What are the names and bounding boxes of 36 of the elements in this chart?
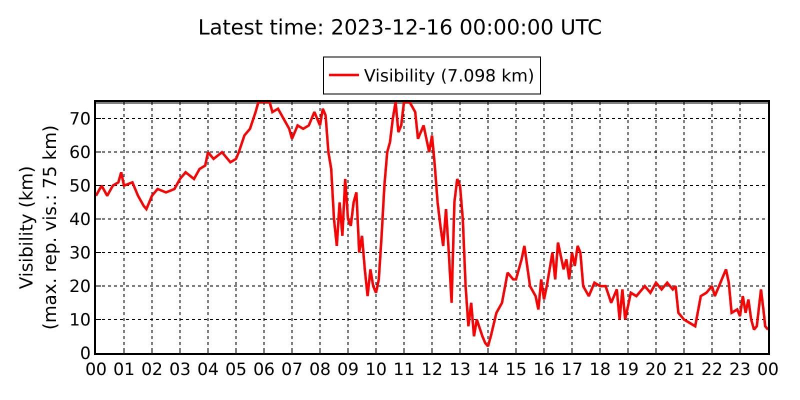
x-tick-label: 09 bbox=[337, 360, 359, 380]
x-tick-label: 03 bbox=[169, 360, 191, 380]
x-tick-label: 00 bbox=[85, 360, 107, 380]
y-tick-label: 10 bbox=[69, 310, 91, 330]
y-tick-label: 60 bbox=[69, 143, 91, 164]
x-tick-label: 19 bbox=[617, 360, 639, 380]
x-tick-label: 21 bbox=[673, 360, 695, 380]
x-tick-label: 07 bbox=[281, 360, 303, 380]
x-tick-label: 04 bbox=[197, 360, 219, 380]
x-tick-label: 05 bbox=[225, 360, 247, 380]
legend-label: Visibility (7.098 km) bbox=[364, 66, 534, 87]
x-tick-label: 02 bbox=[141, 360, 163, 380]
x-tick-label: 12 bbox=[421, 360, 443, 380]
x-tick-label: 17 bbox=[561, 360, 583, 380]
x-tick-label: 23 bbox=[729, 360, 751, 380]
chart-title: Latest time: 2023-12-16 00:00:00 UTC bbox=[198, 16, 602, 40]
y-tick-label: 40 bbox=[69, 210, 91, 230]
x-tick-label: 20 bbox=[645, 360, 667, 380]
line-series bbox=[96, 102, 768, 348]
x-tick-label: 01 bbox=[113, 360, 135, 380]
y-tick-label: 20 bbox=[69, 277, 91, 298]
x-tick-label: 11 bbox=[393, 360, 415, 380]
x-tick-label: 18 bbox=[589, 360, 611, 380]
y-axis-title: Visibility (km) (max. rep. vis.: 75 km) bbox=[16, 125, 61, 330]
y-tick-label: 70 bbox=[69, 110, 91, 130]
x-tick-label: 08 bbox=[309, 360, 331, 380]
x-tick-label: 16 bbox=[533, 360, 555, 380]
x-tick-label: 15 bbox=[505, 360, 527, 380]
y-tick-label: 30 bbox=[69, 244, 91, 264]
x-tick-label: 10 bbox=[365, 360, 387, 380]
x-tick-label: 06 bbox=[253, 360, 275, 380]
x-tick-label: 22 bbox=[701, 360, 723, 380]
y-tick-label: 50 bbox=[69, 176, 91, 197]
x-tick-label: 13 bbox=[449, 360, 471, 380]
x-tick-label: 00 bbox=[757, 360, 779, 380]
x-tick-label: 14 bbox=[477, 360, 499, 380]
